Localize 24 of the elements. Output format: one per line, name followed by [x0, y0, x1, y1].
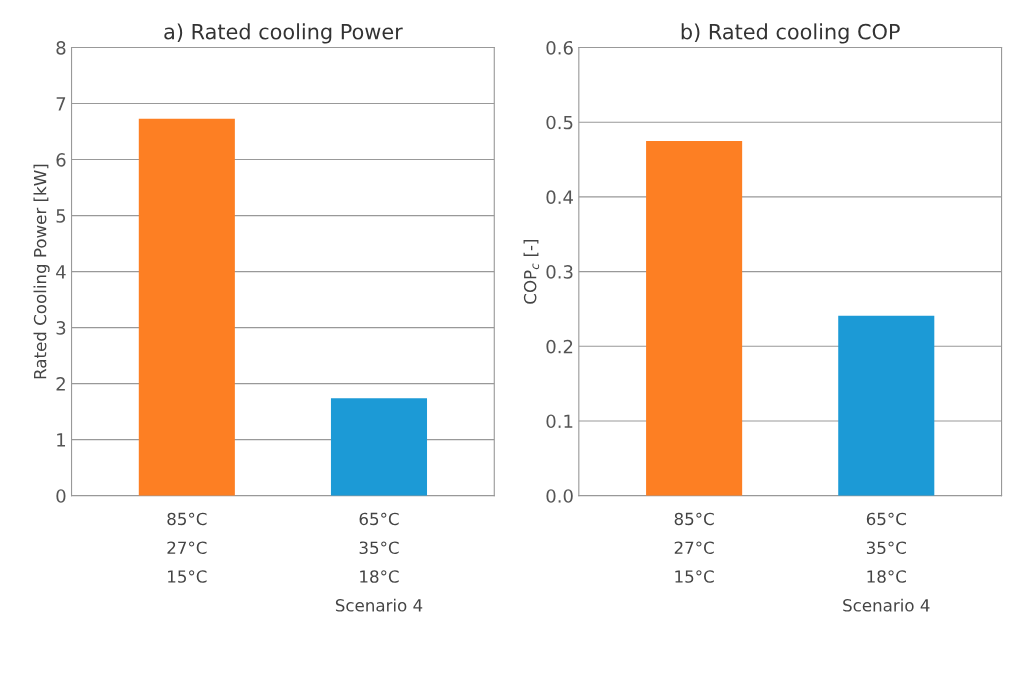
- y-tick-label: 1: [57, 433, 66, 447]
- x-tick-label: 65°C 35°C 18°C Scenario 4: [843, 512, 930, 612]
- y-tick-label: 2: [56, 377, 65, 391]
- y-tick-label: 5: [56, 209, 66, 223]
- y-tick-label: 4: [56, 265, 66, 279]
- y-tick-label: 0.0: [546, 489, 573, 503]
- y-tick-label: 0.3: [546, 265, 573, 279]
- y-tick-label: 3: [56, 321, 66, 335]
- y-tick-label: 0: [56, 489, 66, 503]
- chart-title: a) Rated cooling Power: [164, 23, 403, 44]
- y-tick-label: 6: [56, 153, 66, 167]
- y-tick-label: 0.1: [546, 414, 573, 429]
- x-tick-label: 85°C 27°C 15°C: [674, 512, 714, 583]
- y-tick-label: 0.5: [546, 115, 573, 130]
- y-tick-label: 0.6: [546, 40, 573, 55]
- y-tick-label: 7: [56, 97, 66, 111]
- chart-title: b) Rated cooling COP: [681, 23, 900, 44]
- y-axis-title: Rated Cooling Power [kW]: [33, 164, 50, 379]
- y-tick-label: 0.4: [546, 190, 573, 205]
- y-tick-label: 0.2: [546, 339, 573, 354]
- y-axis-title: COP$_{c}$ [-]: [523, 239, 540, 304]
- x-tick-label: 65°C 35°C 18°C Scenario 4: [335, 512, 423, 612]
- y-tick-label: 8: [56, 40, 66, 55]
- x-tick-label: 85°C 27°C 15°C: [167, 512, 207, 583]
